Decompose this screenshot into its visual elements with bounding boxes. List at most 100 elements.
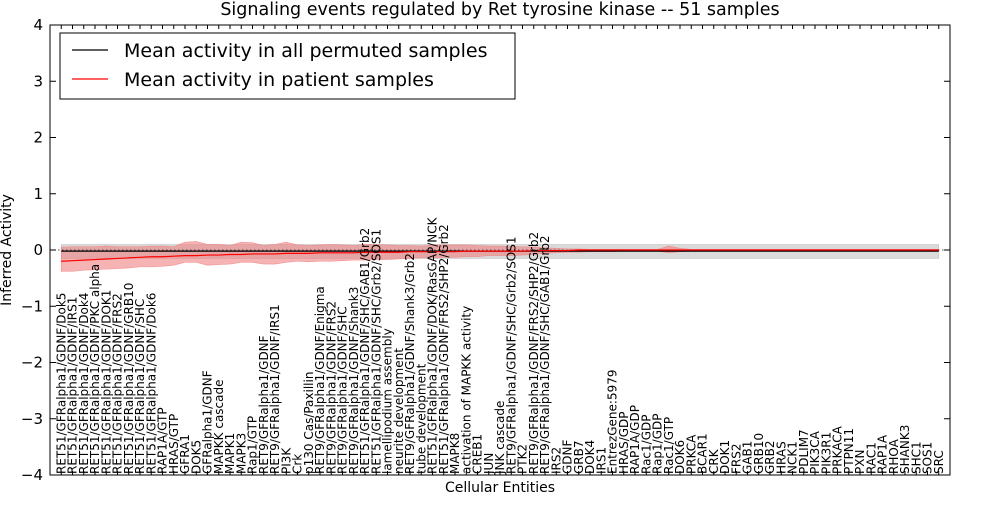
x-tick-label: PTK2 <box>516 444 530 474</box>
x-tick-label: EntrezGene:5979 <box>606 370 620 475</box>
x-tick-label: RET9/GFRalpha1/GDNF/IRS1 <box>268 304 282 474</box>
x-tick-label: MAPK8 <box>448 433 462 474</box>
x-tick-label: HRAS <box>774 441 788 474</box>
x-tick-label: RET51/GFRalpha1/GDNF/SHC <box>133 299 147 474</box>
x-tick-label: HRAS/GDP <box>617 411 631 474</box>
x-tick-label: NCK1 <box>786 441 800 474</box>
x-tick-label: RET9/GFRalpha1/GDNF/SHC/GAB1/Grb2 <box>538 235 552 474</box>
x-tick-label: Rac1/GDP <box>639 415 653 474</box>
x-axis: RET51/GFRalpha1/GDNF/Dok5RET51/GFRalpha1… <box>54 25 946 475</box>
x-tick-label: DOK5 <box>189 440 203 474</box>
x-tick-label: RET9/GFRalpha1/GDNF <box>257 335 271 474</box>
chart-title: Signaling events regulated by Ret tyrosi… <box>220 0 779 20</box>
x-tick-label: neurite development <box>392 348 406 474</box>
x-tick-label: GFRA1 <box>178 434 192 474</box>
x-tick-label: GDNF <box>561 439 575 474</box>
x-tick-label: RET51/GFRalpha1/GDNF/GRB10 <box>122 283 136 474</box>
y-tick-label: −1 <box>21 297 43 315</box>
legend: Mean activity in all permuted samples Me… <box>59 32 516 100</box>
x-tick-label: RAC1 <box>864 442 878 474</box>
x-tick-label: GRB7 <box>572 440 586 474</box>
x-tick-label: GAB1 <box>741 441 755 474</box>
x-tick-label: Crk <box>291 454 305 474</box>
y-tick-label: −2 <box>21 354 43 372</box>
x-tick-label: PI3K <box>279 447 293 474</box>
x-tick-label: JNK cascade <box>493 401 507 475</box>
y-tick-label: 0 <box>33 241 43 259</box>
x-tick-label: activation of MAPKK activity <box>459 306 473 474</box>
x-tick-label: BCAR1 <box>696 433 710 474</box>
x-tick-label: RET9/GFRalpha1/GDNF/FRS2 <box>324 301 338 474</box>
y-tick-label: 3 <box>33 72 43 90</box>
x-tick-label: MAPK3 <box>234 433 248 474</box>
x-tick-label: DOK6 <box>673 440 687 474</box>
x-axis-label: Cellular Entities <box>445 480 555 496</box>
x-tick-label: RET51/GFRalpha1/GDNF/Dok4 <box>77 293 91 474</box>
x-tick-label: CREB1 <box>471 434 485 474</box>
x-tick-label: RET9/GFRalpha1/GDNF/SHC/Grb2/SOS1 <box>504 236 518 474</box>
x-tick-label: tube development <box>414 363 428 474</box>
x-tick-label: HRAS/GTP <box>167 414 181 474</box>
x-tick-label: PXN <box>853 450 867 474</box>
x-tick-label: SHC1 <box>909 441 923 474</box>
legend-label-patient: Mean activity in patient samples <box>124 69 434 91</box>
legend-label-permuted: Mean activity in all permuted samples <box>124 40 487 62</box>
x-tick-label: PRKCA <box>684 434 698 474</box>
x-tick-label: PRKACA <box>831 425 845 474</box>
y-axis-label: Inferred Activity <box>0 194 15 306</box>
y-tick-label: −3 <box>21 410 43 428</box>
x-tick-label: lamellipodium assembly <box>381 328 395 474</box>
x-tick-label: RET51/GFRalpha1/GDNF/Dok5 <box>54 293 68 474</box>
confidence-bands <box>50 241 950 272</box>
x-tick-label: DOK4 <box>583 440 597 474</box>
x-tick-label: RAP1A/GTP <box>156 407 170 474</box>
x-tick-label: DOK1 <box>718 440 732 474</box>
x-tick-label: SOS1 <box>921 442 935 474</box>
x-tick-label: RAP1A/GDP <box>628 405 642 474</box>
x-tick-label: RET9/GFRalpha1/GDNF/FRS2/SHP2/Grb2 <box>527 232 541 474</box>
x-tick-label: PDLIM7 <box>797 429 811 474</box>
series-lines <box>61 249 939 262</box>
x-tick-label: PIK3CA <box>808 430 822 474</box>
y-axis: −4 −3 −2 −1 0 1 2 3 4 <box>21 16 950 484</box>
x-tick-label: RHOA <box>887 438 901 474</box>
x-tick-label: RET51/GFRalpha1/GDNF/SHC/Grb2/SOS1 <box>369 229 383 474</box>
x-tick-label: Rap1/GTP <box>246 416 260 474</box>
legend-box <box>59 32 516 100</box>
series-line-patient <box>61 249 939 262</box>
x-tick-label: RET9/GFRalpha1/GDNF/SHC <box>336 306 350 474</box>
x-tick-label: GFRalpha1/GDNF <box>201 370 215 474</box>
x-tick-label: RET51/GFRalpha1/GDNF/PKC alpha <box>88 264 102 474</box>
x-tick-label: IRS2 <box>549 447 563 474</box>
x-tick-label: RET51/GFRalpha1/GDNF/SHC/GAB1/Grb2 <box>358 228 372 474</box>
y-tick-label: 4 <box>33 16 43 34</box>
x-tick-label: RET51/GFRalpha1/GDNF/DOK1 <box>99 290 113 474</box>
x-tick-label: RET9/GFRalpha1/GDNF/Shank3/Grb2 <box>403 253 417 474</box>
x-tick-label: MAPKK cascade <box>212 379 226 474</box>
x-tick-label: SRC <box>932 450 946 474</box>
x-tick-label: RET51/GFRalpha1/GDNF/Dok6 <box>144 293 158 474</box>
x-tick-label: GRB2 <box>763 440 777 474</box>
x-tick-label: RET9/GFRalpha1/GDNF/Enigma <box>313 286 327 474</box>
x-tick-label: FRS2 <box>729 444 743 475</box>
x-tick-label: CRK <box>707 448 721 474</box>
x-tick-label: IRS1 <box>594 447 608 474</box>
x-tick-label: PIK3R1 <box>819 432 833 474</box>
x-tick-label: RET51/GFRalpha1/GDNF/FRS2/SHP2/Grb2 <box>437 224 451 474</box>
x-tick-label: RET51/GFRalpha1/GDNF/DOK/RasGAP/NCK <box>426 216 440 474</box>
x-tick-label: PTPN11 <box>842 428 856 474</box>
x-tick-label: RAP1A <box>876 434 890 474</box>
x-tick-label: Rap1/GDP <box>651 414 665 475</box>
x-tick-label: MAPK1 <box>223 433 237 474</box>
x-tick-label: RET51/GFRalpha1/GDNF/IRS1 <box>66 297 80 474</box>
x-tick-label: JUN <box>482 453 496 475</box>
x-tick-label: GRB10 <box>752 433 766 474</box>
x-tick-label: RET51/GFRalpha1/GDNF/FRS2 <box>111 293 125 474</box>
x-tick-label: Rac1/GTP <box>662 417 676 474</box>
x-tick-label: RET9/GFRalpha1/GDNF/Shank3 <box>347 287 361 474</box>
x-tick-label: SHANK3 <box>898 425 912 474</box>
y-tick-label: −4 <box>21 466 43 484</box>
y-tick-label: 2 <box>33 129 43 147</box>
